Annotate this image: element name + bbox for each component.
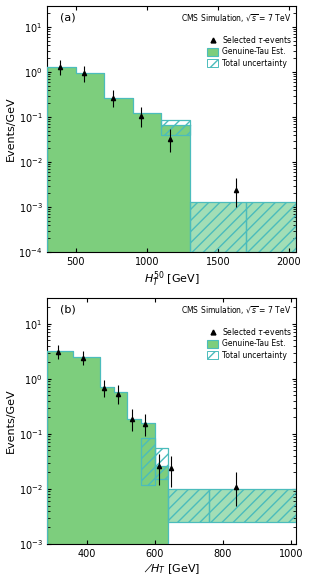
Bar bbox=[246, 202, 296, 252]
Y-axis label: Events/GeV: Events/GeV bbox=[6, 97, 15, 161]
Bar bbox=[246, 202, 296, 252]
Bar bbox=[168, 489, 209, 522]
Bar bbox=[246, 202, 296, 252]
Legend: Selected $\tau$-events, Genuine-Tau Est., Total uncertainty: Selected $\tau$-events, Genuine-Tau Est.… bbox=[207, 34, 292, 68]
Text: (a): (a) bbox=[60, 13, 75, 23]
Bar bbox=[209, 489, 296, 522]
X-axis label: $H_T^{50}$ [GeV]: $H_T^{50}$ [GeV] bbox=[144, 269, 200, 289]
Text: CMS Simulation, $\sqrt{s}$ = 7 TeV: CMS Simulation, $\sqrt{s}$ = 7 TeV bbox=[181, 13, 291, 26]
Bar bbox=[168, 489, 209, 522]
Bar bbox=[209, 489, 296, 522]
Bar bbox=[246, 202, 296, 252]
Bar bbox=[189, 202, 246, 252]
Bar bbox=[189, 202, 246, 252]
Bar bbox=[161, 120, 189, 135]
Bar bbox=[168, 489, 209, 522]
Bar bbox=[168, 489, 209, 522]
X-axis label: $\mathit{\not}\!H_T$ [GeV]: $\mathit{\not}\!H_T$ [GeV] bbox=[144, 562, 200, 576]
Bar bbox=[141, 438, 155, 485]
Bar bbox=[189, 202, 246, 252]
Text: CMS Simulation, $\sqrt{s}$ = 7 TeV: CMS Simulation, $\sqrt{s}$ = 7 TeV bbox=[181, 305, 291, 317]
Y-axis label: Events/GeV: Events/GeV bbox=[6, 388, 16, 453]
Bar bbox=[161, 120, 189, 135]
Bar bbox=[155, 448, 168, 479]
Bar bbox=[209, 489, 296, 522]
Bar bbox=[155, 448, 168, 479]
Bar bbox=[189, 202, 246, 252]
Bar bbox=[209, 489, 296, 522]
Text: (b): (b) bbox=[60, 305, 76, 315]
Bar bbox=[141, 438, 155, 485]
Legend: Selected $\tau$-events, Genuine-Tau Est., Total uncertainty: Selected $\tau$-events, Genuine-Tau Est.… bbox=[207, 326, 292, 360]
